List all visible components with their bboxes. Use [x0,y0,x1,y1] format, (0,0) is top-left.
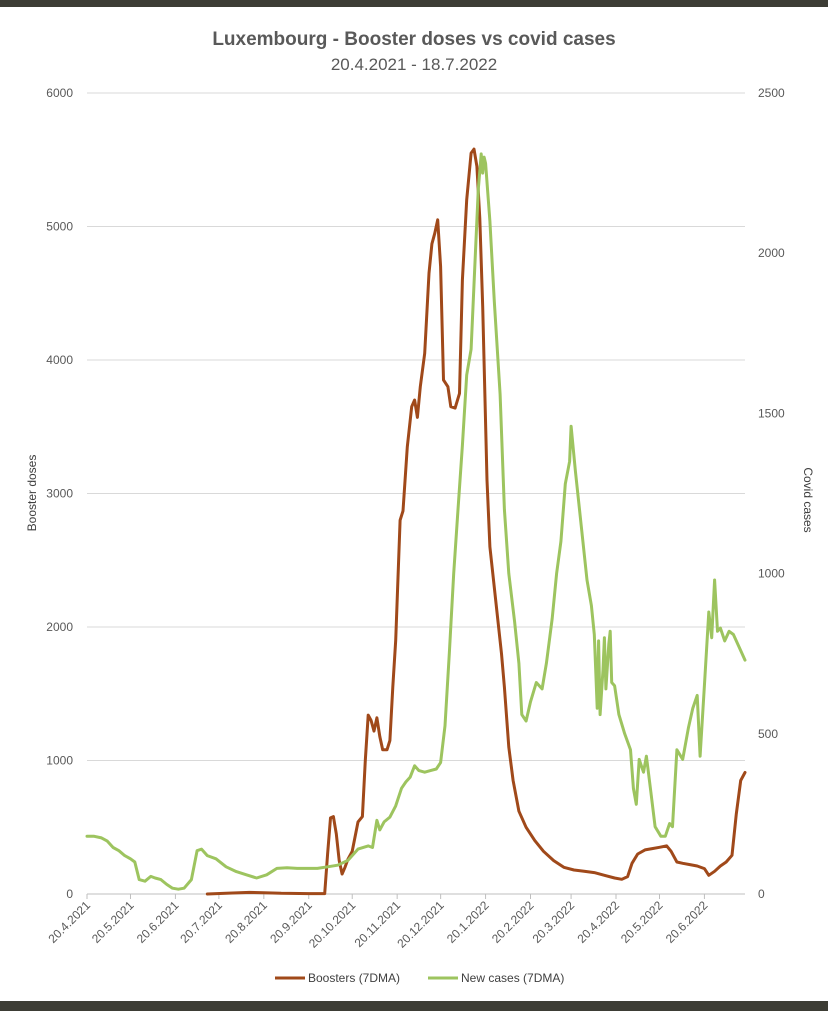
left-tick-label: 5000 [46,220,73,234]
legend-label: New cases (7DMA) [461,971,564,985]
gridlines [87,92,745,761]
x-tick-label: 20.5.2021 [89,898,137,946]
left-tick-label: 4000 [46,353,73,367]
x-tick-label: 20.12.2021 [394,898,447,951]
x-axis: 20.4.202120.5.202120.6.202120.7.202120.8… [45,893,745,951]
left-tick-label: 1000 [46,754,73,768]
left-tick-label: 2000 [46,620,73,634]
chart-subtitle: 20.4.2021 - 18.7.2022 [331,55,497,74]
right-tick-label: 2000 [758,246,785,260]
x-tick-label: 20.5.2022 [618,898,666,946]
right-y-axis: 0 500 1000 1500 2000 2500 [758,86,785,901]
right-tick-label: 0 [758,887,765,901]
x-tick-label: 20.6.2021 [134,898,182,946]
legend-label: Boosters (7DMA) [308,971,400,985]
chart-legend: Boosters (7DMA) New cases (7DMA) [275,971,564,985]
x-tick-label: 20.10.2021 [306,898,359,951]
series-line-2 [85,152,747,891]
right-tick-label: 2500 [758,86,785,100]
x-tick-label: 20.7.2021 [177,898,225,946]
x-tick-label: 20.1.2022 [444,898,492,946]
left-tick-label: 3000 [46,487,73,501]
x-tick-label: 20.8.2021 [222,898,270,946]
x-tick-label: 20.2.2022 [489,898,537,946]
x-tick-label: 20.4.2021 [45,898,93,946]
left-tick-label: 6000 [46,86,73,100]
series-line-1 [205,147,747,896]
left-axis-title: Booster doses [25,455,39,532]
x-tick-label: 20.6.2022 [663,898,711,946]
right-axis-title: Covid cases [801,467,815,532]
series-lines [85,147,747,896]
x-tick-label: 20.3.2022 [530,898,578,946]
chart-title: Luxembourg - Booster doses vs covid case… [212,29,615,50]
left-y-axis: 0 1000 2000 3000 4000 5000 6000 [46,86,73,901]
right-tick-label: 500 [758,727,778,741]
chart-frame: Luxembourg - Booster doses vs covid case… [0,7,828,1001]
left-tick-label: 0 [66,887,73,901]
line-chart: Luxembourg - Booster doses vs covid case… [25,29,815,985]
x-tick-label: 20.4.2022 [574,898,622,946]
right-tick-label: 1000 [758,567,785,581]
right-tick-label: 1500 [758,406,785,420]
